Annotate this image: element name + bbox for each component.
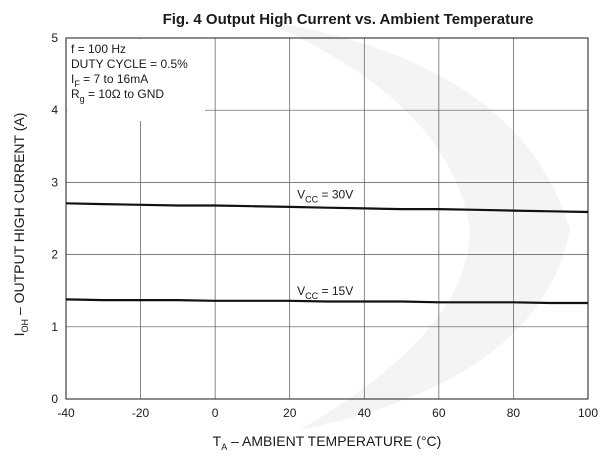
y-axis-label: IOH – OUTPUT HIGH CURRENT (A) bbox=[11, 113, 30, 337]
x-tick-label: 80 bbox=[507, 406, 521, 420]
x-tick-label: 40 bbox=[358, 406, 372, 420]
y-tick-label: 0 bbox=[51, 392, 58, 406]
series-group: VCC = 30V VCC = 15V bbox=[65, 187, 589, 305]
x-axis-label: TA – AMBIENT TEMPERATURE (°C) bbox=[213, 433, 442, 452]
tick-labels: -40 -20 0 20 40 60 80 100 0 1 2 3 4 5 bbox=[51, 31, 598, 420]
condition-note: IF = 7 to 16mA bbox=[71, 72, 148, 89]
series-label-0: VCC = 30V bbox=[297, 187, 353, 204]
y-tick-label: 5 bbox=[51, 31, 58, 45]
series-label-1: VCC = 15V bbox=[297, 284, 353, 301]
plot-frame bbox=[65, 37, 589, 400]
condition-note: DUTY CYCLE = 0.5% bbox=[71, 57, 188, 71]
y-tick-label: 2 bbox=[51, 248, 58, 262]
watermark-graphic bbox=[260, 20, 570, 430]
conditions-box bbox=[67, 39, 205, 121]
series-line-0 bbox=[65, 202, 589, 214]
condition-note: Rg = 10Ω to GND bbox=[71, 87, 164, 104]
chart-title: Fig. 4 Output High Current vs. Ambient T… bbox=[163, 11, 534, 28]
y-tick-label: 3 bbox=[51, 175, 58, 189]
y-tick-label: 1 bbox=[51, 320, 58, 334]
x-tick-label: -40 bbox=[57, 406, 75, 420]
x-tick-label: 100 bbox=[578, 406, 598, 420]
condition-note: f = 100 Hz bbox=[71, 42, 126, 56]
y-tick-label: 4 bbox=[51, 103, 58, 117]
x-tick-label: -20 bbox=[132, 406, 150, 420]
x-tick-label: 20 bbox=[283, 406, 297, 420]
x-tick-label: 0 bbox=[212, 406, 219, 420]
series-line-1 bbox=[65, 298, 588, 305]
axis-labels: TA – AMBIENT TEMPERATURE (°C) IOH – OUTPU… bbox=[11, 113, 441, 452]
grid-lines bbox=[66, 38, 588, 399]
x-tick-label: 60 bbox=[432, 406, 446, 420]
